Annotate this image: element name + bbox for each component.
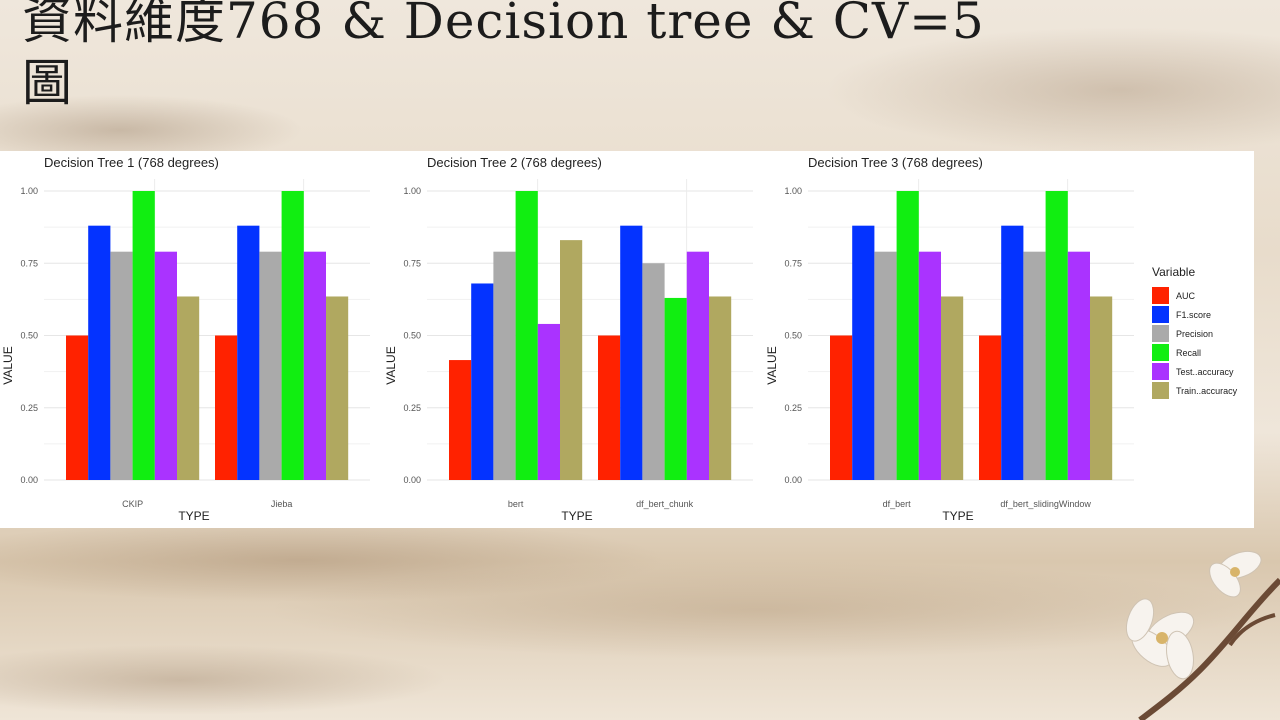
bar-precision: [259, 251, 282, 480]
bar-f1-score: [88, 225, 111, 480]
bar-test-accuracy: [303, 251, 326, 480]
bar-train-accuracy: [326, 296, 349, 480]
chart-title: Decision Tree 1 (768 degrees): [44, 155, 219, 170]
legend-label: Train..accuracy: [1176, 386, 1238, 396]
legend-label: AUC: [1176, 291, 1196, 301]
y-tick-label: 1.00: [403, 186, 421, 196]
x-axis-label: TYPE: [178, 509, 209, 523]
bar-test-accuracy: [918, 251, 941, 480]
bar-f1-score: [237, 225, 260, 480]
y-tick-label: 0.50: [784, 331, 802, 341]
x-tick-label: df_bert_slidingWindow: [1000, 499, 1091, 509]
bar-recall: [132, 191, 155, 480]
bar-recall: [281, 191, 304, 480]
y-tick-label: 0.25: [784, 403, 802, 413]
bar-train-accuracy: [941, 296, 964, 480]
y-tick-label: 0.75: [20, 258, 38, 268]
bar-test-accuracy: [1067, 251, 1090, 480]
bar-f1-score: [1001, 225, 1024, 480]
bar-precision: [642, 263, 665, 480]
legend-label: Precision: [1176, 329, 1213, 339]
legend-title: Variable: [1152, 265, 1195, 279]
y-axis-label: VALUE: [1, 346, 15, 384]
legend-swatch: [1152, 382, 1169, 399]
flower-decoration: [1125, 550, 1280, 720]
x-tick-label: Jieba: [271, 499, 293, 509]
bar-precision: [493, 251, 516, 480]
bar-precision: [1023, 251, 1046, 480]
bar-train-accuracy: [560, 240, 583, 480]
legend-swatch: [1152, 325, 1169, 342]
bar-f1-score: [471, 283, 494, 480]
bar-recall: [515, 191, 538, 480]
chart-title: Decision Tree 3 (768 degrees): [808, 155, 983, 170]
y-tick-label: 0.25: [20, 403, 38, 413]
bar-train-accuracy: [1090, 296, 1113, 480]
bar-recall: [664, 297, 687, 480]
slide-title-line-2: 圖: [22, 54, 73, 112]
y-tick-label: 0.50: [403, 331, 421, 341]
y-tick-label: 0.00: [20, 475, 38, 485]
legend-label: F1.score: [1176, 310, 1211, 320]
bar-test-accuracy: [154, 251, 177, 480]
legend-swatch: [1152, 306, 1169, 323]
bar-auc: [215, 335, 238, 480]
bar-precision: [874, 251, 897, 480]
slide-title: 資料維度768 & Decision tree & CV=5 圖: [22, 0, 1202, 114]
bar-test-accuracy: [537, 323, 560, 480]
y-axis-label: VALUE: [765, 346, 779, 384]
y-tick-label: 0.50: [20, 331, 38, 341]
bar-test-accuracy: [686, 251, 709, 480]
x-tick-label: bert: [508, 499, 524, 509]
chart-title: Decision Tree 2 (768 degrees): [427, 155, 602, 170]
legend-swatch: [1152, 363, 1169, 380]
bar-recall: [896, 191, 919, 480]
y-tick-label: 1.00: [20, 186, 38, 196]
y-tick-label: 0.75: [784, 258, 802, 268]
bar-auc: [830, 335, 853, 480]
x-tick-label: df_bert_chunk: [636, 499, 694, 509]
y-tick-label: 0.00: [784, 475, 802, 485]
slide-title-line-1: 資料維度768 & Decision tree & CV=5: [22, 0, 985, 50]
bar-train-accuracy: [709, 296, 732, 480]
bar-auc: [66, 335, 89, 480]
y-tick-label: 0.75: [403, 258, 421, 268]
legend-swatch: [1152, 287, 1169, 304]
bar-precision: [110, 251, 133, 480]
x-tick-label: CKIP: [122, 499, 143, 509]
bar-auc: [979, 335, 1002, 480]
legend-label: Test..accuracy: [1176, 367, 1234, 377]
y-axis-label: VALUE: [384, 346, 398, 384]
legend-swatch: [1152, 344, 1169, 361]
bar-auc: [598, 335, 621, 480]
x-axis-label: TYPE: [561, 509, 592, 523]
bar-auc: [449, 360, 472, 480]
bar-f1-score: [852, 225, 875, 480]
y-tick-label: 0.00: [403, 475, 421, 485]
bar-train-accuracy: [177, 296, 200, 480]
y-tick-label: 1.00: [784, 186, 802, 196]
chart-panel: Decision Tree 1 (768 degrees) 0.00 0.25 0.5…: [0, 151, 1254, 528]
bar-f1-score: [620, 225, 643, 480]
y-tick-label: 0.25: [403, 403, 421, 413]
bar-recall: [1045, 191, 1068, 480]
x-axis-label: TYPE: [942, 509, 973, 523]
x-tick-label: df_bert: [883, 499, 912, 509]
legend-label: Recall: [1176, 348, 1201, 358]
charts-svg: Decision Tree 1 (768 degrees) 0.00 0.25 0.5…: [1, 155, 1238, 523]
